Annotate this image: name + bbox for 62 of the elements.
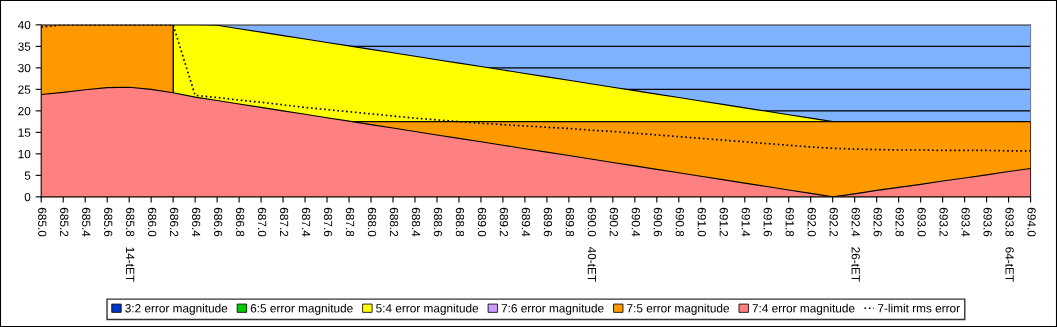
y-tick-label: 15	[18, 128, 31, 137]
x-tick-label: 688.0	[367, 207, 377, 237]
x-tick-label: 690.2	[609, 207, 619, 237]
x-tick-label: 686.0	[147, 207, 157, 237]
x-tick-label: 686.8	[235, 207, 245, 237]
y-tick-label: 35	[18, 42, 31, 51]
y-tick-label: 40	[17, 20, 31, 30]
x-tick-label: 685.6	[104, 207, 113, 237]
y-tick-label: 20	[18, 106, 31, 116]
x-tick-label: 693.6	[983, 207, 992, 237]
legend-label: 7:4 error magnitude	[752, 303, 855, 315]
x-tick-label: 691.0	[697, 207, 706, 237]
legend-label: 7-limit rms error	[878, 303, 960, 313]
x-tick-label: 694.0	[1027, 207, 1036, 237]
x-tick-label: 688.8	[455, 207, 465, 237]
legend-label: 7:6 error magnitude	[501, 303, 604, 315]
x-tick-label: 685.8 14-tET	[126, 207, 135, 282]
x-tick-label: 690.8	[675, 207, 684, 237]
x-tick-label: 687.6	[323, 207, 333, 237]
x-tick-label: 693.8 64-tET	[1005, 207, 1014, 282]
legend-label: 3:2 error magnitude	[125, 303, 228, 315]
x-tick-label: 686.6	[213, 207, 223, 237]
x-tick-label: 690.6	[653, 207, 663, 237]
y-tick-label: 10	[18, 149, 31, 159]
y-tick-label: 5	[24, 171, 31, 180]
x-tick-label: 686.2	[169, 207, 179, 237]
y-tick-label: 25	[18, 85, 31, 94]
x-tick-label: 685.4	[82, 207, 91, 237]
x-tick-label: 691.6	[763, 207, 772, 237]
x-tick-label: 693.0	[917, 207, 926, 237]
x-tick-label: 687.4	[301, 207, 311, 237]
x-tick-label: 691.2	[719, 207, 728, 237]
x-tick-label: 690.4	[631, 207, 641, 237]
x-tick-label: 693.4	[961, 207, 970, 237]
x-tick-label: 688.2	[389, 207, 399, 237]
x-tick-label: 691.4	[741, 207, 750, 237]
x-tick-label: 687.0	[257, 207, 267, 237]
x-tick-label: 685.0	[38, 207, 47, 237]
x-tick-label: 692.2	[829, 207, 838, 237]
legend-label: 6:5 error magnitude	[250, 303, 353, 315]
x-tick-label: 687.2	[279, 207, 289, 237]
x-tick-label: 689.8	[565, 207, 575, 237]
x-tick-label: 689.4	[521, 207, 531, 237]
x-tick-label: 686.4	[191, 207, 201, 237]
y-tick-label: 30	[18, 63, 31, 73]
x-tick-label: 690.0 40-tET	[587, 207, 597, 282]
x-tick-label: 689.0	[477, 207, 487, 237]
legend-label: 5:4 error magnitude	[376, 303, 479, 315]
x-tick-label: 689.6	[543, 207, 553, 237]
x-tick-label: 689.2	[499, 207, 509, 237]
x-tick-label: 691.8	[785, 207, 794, 237]
legend-label: 7:5 error magnitude	[627, 303, 730, 315]
x-tick-label: 692.0	[807, 207, 816, 237]
x-tick-label: 685.2	[60, 207, 69, 237]
y-tick-label: 0	[24, 192, 31, 202]
x-tick-label: 692.6	[873, 207, 882, 237]
x-tick-label: 688.4	[411, 207, 421, 237]
x-tick-label: 692.4 26-tET	[851, 207, 860, 282]
x-tick-label: 692.8	[895, 207, 904, 237]
x-tick-label: 687.8	[345, 207, 355, 237]
x-tick-label: 688.6	[433, 207, 443, 237]
x-tick-label: 693.2	[939, 207, 948, 237]
